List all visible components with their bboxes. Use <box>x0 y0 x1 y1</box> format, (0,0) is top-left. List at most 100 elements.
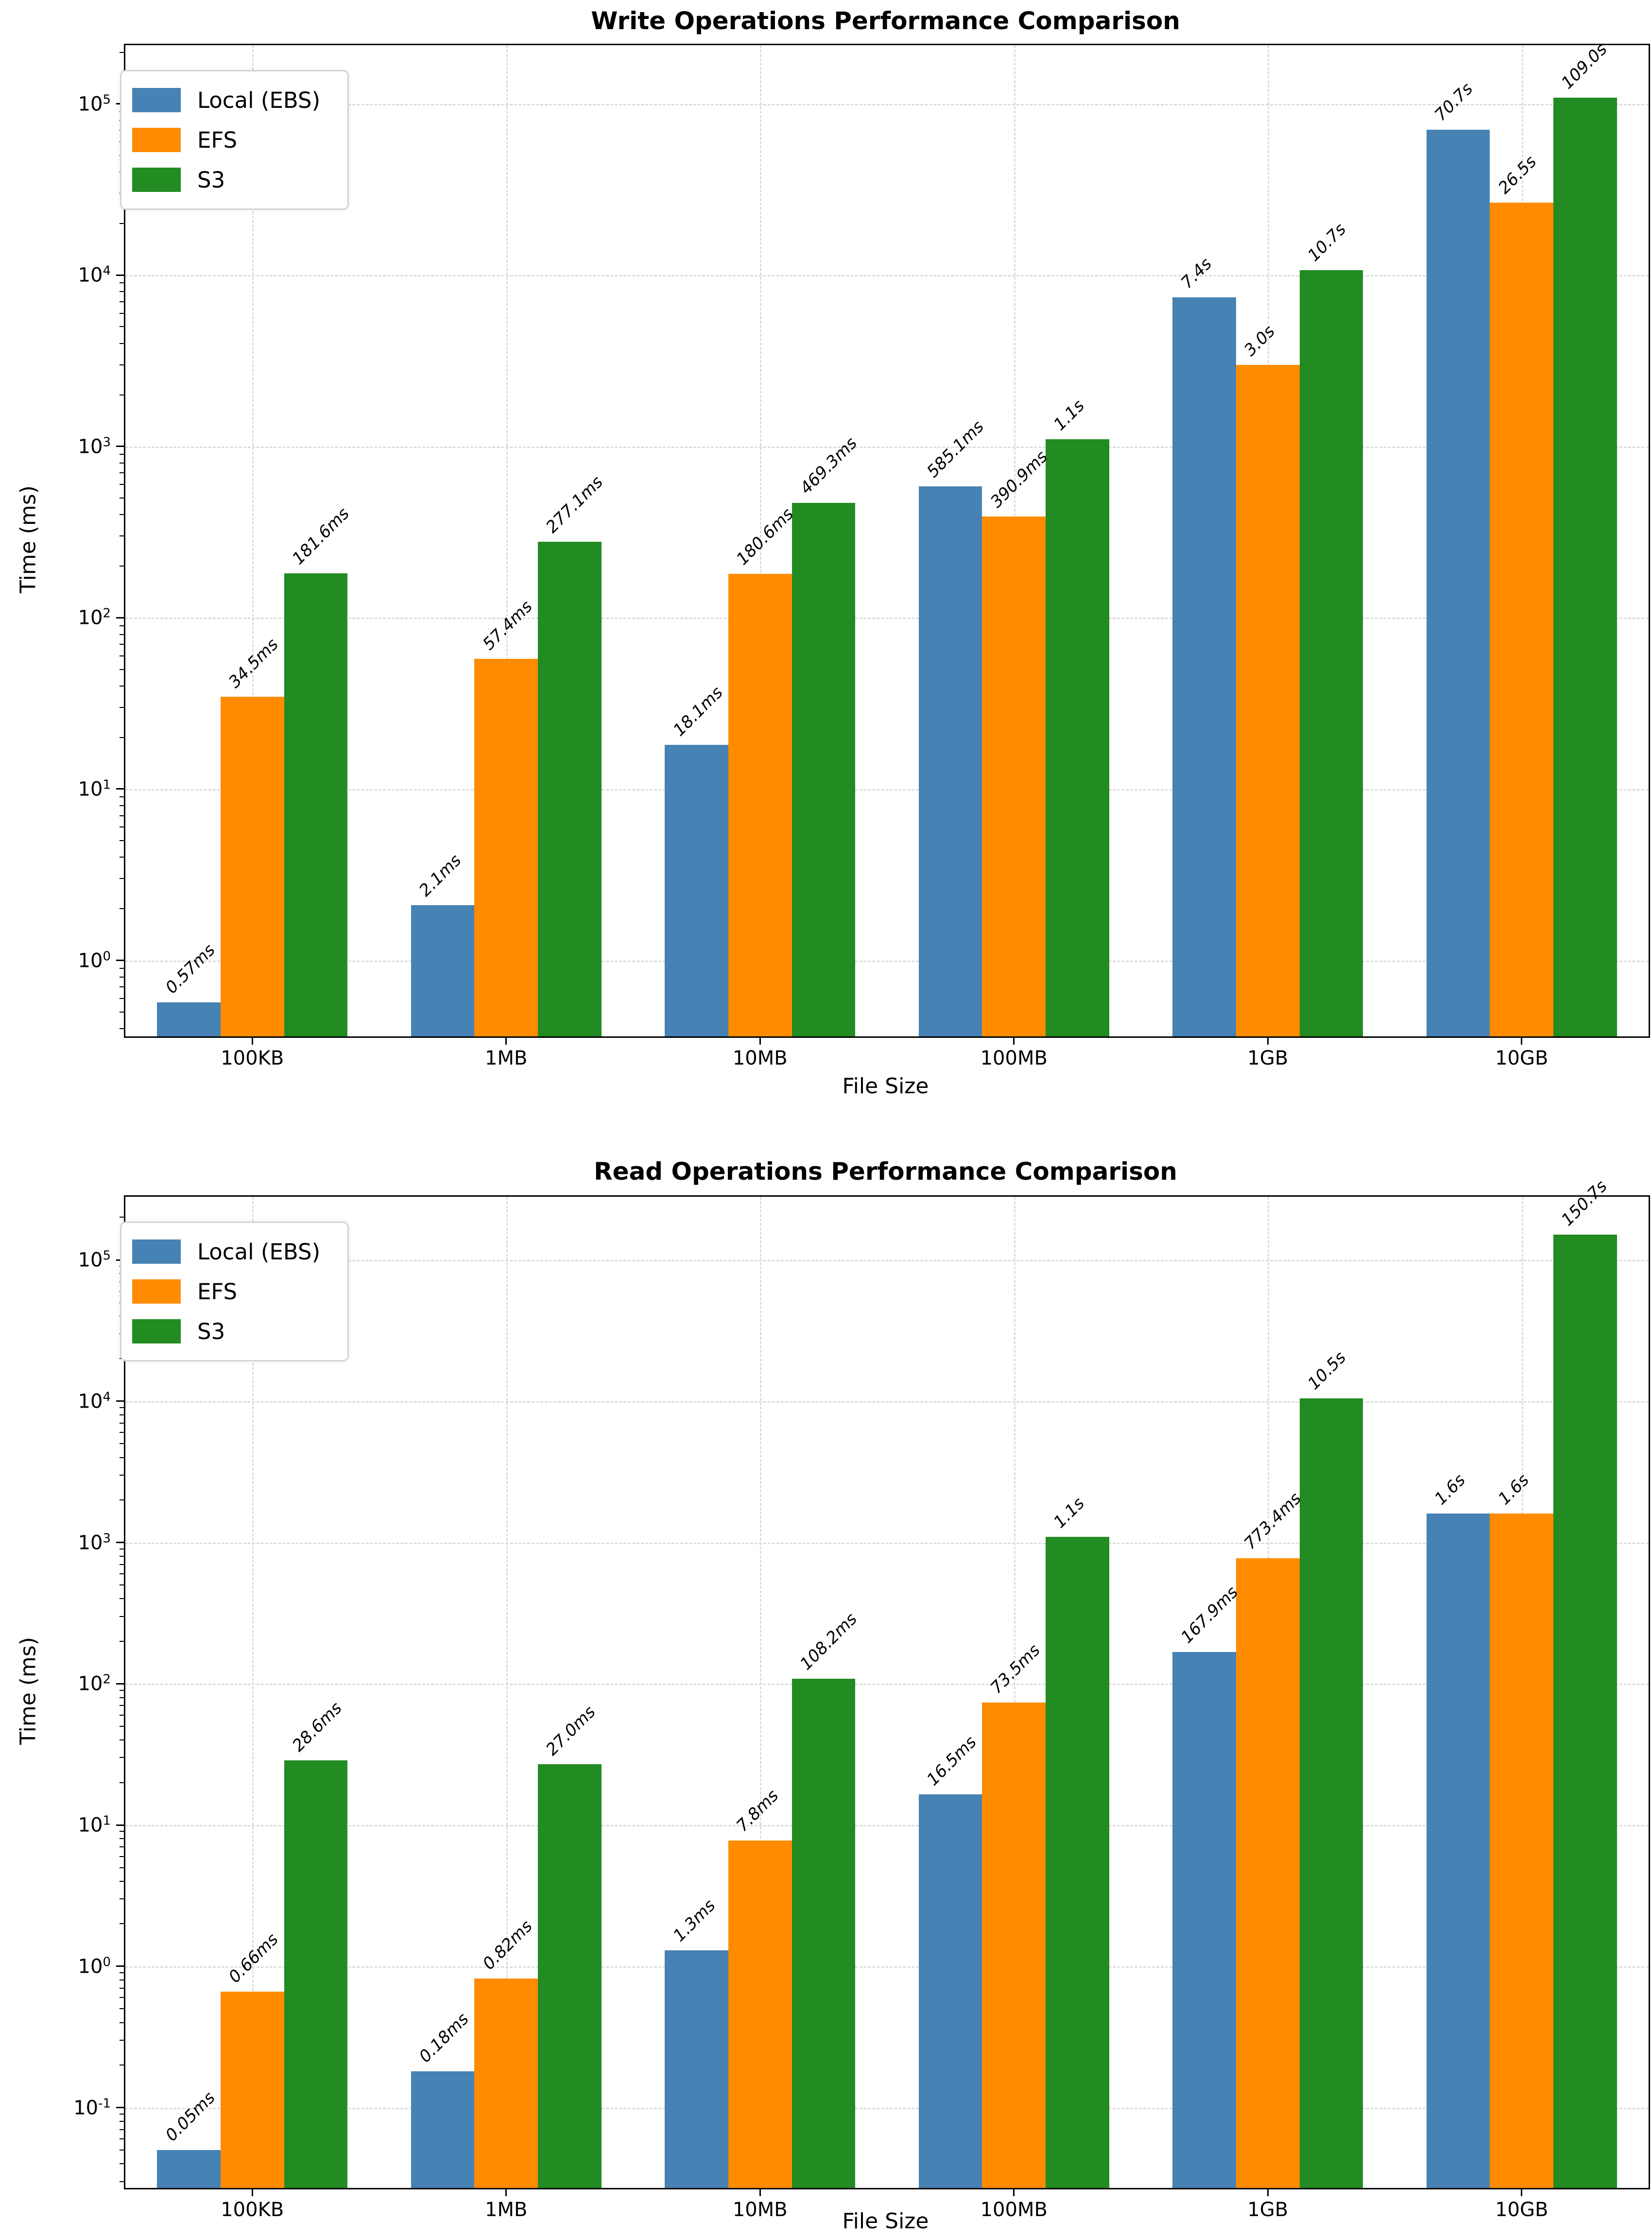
gridline-h <box>125 1260 1649 1262</box>
y-minor-tick <box>120 2022 124 2023</box>
x-tick-label: 1MB <box>485 2199 528 2221</box>
bar-value-label: 7.4s <box>1177 254 1216 293</box>
y-minor-tick <box>120 1474 124 1476</box>
y-tick-label: 101 <box>78 777 111 801</box>
x-tick-label: 1GB <box>1247 1047 1289 1069</box>
y-minor-tick <box>120 706 124 708</box>
y-minor-tick <box>120 1782 124 1783</box>
bar-value-label: 26.5s <box>1494 152 1540 198</box>
y-minor-tick <box>120 343 124 344</box>
y-minor-tick <box>120 463 124 464</box>
bar-local-ebs- <box>1426 1514 1490 2188</box>
bar-value-label: 0.18ms <box>415 2009 473 2067</box>
bar-value-label: 0.05ms <box>161 2088 219 2146</box>
x-major-tick <box>1521 1038 1523 1045</box>
x-major-tick <box>1521 2189 1523 2196</box>
bar-efs <box>220 697 284 1036</box>
y-minor-tick <box>120 1443 124 1445</box>
y-minor-tick <box>120 394 124 396</box>
y-major-tick <box>116 446 124 447</box>
gridline-v <box>760 45 762 1036</box>
x-tick-label: 100KB <box>221 1047 284 1069</box>
y-minor-tick <box>120 1856 124 1857</box>
y-major-tick <box>116 1400 124 1402</box>
read-legend: Local (EBS) EFS S3 <box>120 1222 349 1361</box>
x-tick-label: 100KB <box>221 2199 284 2221</box>
legend-swatch-efs <box>132 1279 181 1304</box>
gridline-h <box>125 960 1649 962</box>
y-tick-label: 104 <box>78 263 111 287</box>
y-minor-tick <box>120 514 124 516</box>
y-minor-tick <box>120 1499 124 1501</box>
legend-item: EFS <box>132 1272 320 1311</box>
y-minor-tick <box>120 1923 124 1925</box>
y-minor-tick <box>120 301 124 302</box>
x-tick-label: 100MB <box>980 2199 1048 2221</box>
legend-label: S3 <box>197 167 225 193</box>
write-y-axis-label: Time (ms) <box>16 485 41 593</box>
legend-item: Local (EBS) <box>132 1232 320 1272</box>
bar-s3 <box>538 542 602 1036</box>
y-minor-tick <box>120 1457 124 1458</box>
y-minor-tick <box>120 1573 124 1575</box>
y-minor-tick <box>120 1714 124 1716</box>
y-minor-tick <box>120 484 124 485</box>
y-minor-tick <box>120 1689 124 1691</box>
y-minor-tick <box>120 1422 124 1424</box>
bar-local-ebs- <box>157 1002 221 1036</box>
y-minor-tick <box>120 1987 124 1989</box>
bar-s3 <box>1299 1398 1363 2188</box>
bar-local-ebs- <box>1426 129 1490 1036</box>
y-minor-tick <box>120 1880 124 1882</box>
y-tick-label: 105 <box>78 1248 111 1272</box>
y-minor-tick <box>120 815 124 816</box>
y-minor-tick <box>120 826 124 828</box>
y-minor-tick <box>120 1831 124 1832</box>
y-minor-tick <box>120 986 124 988</box>
y-minor-tick <box>120 908 124 910</box>
gridline-h <box>125 2107 1649 2109</box>
y-minor-tick <box>120 535 124 537</box>
gridline-v <box>506 45 508 1036</box>
legend-item: S3 <box>132 160 320 200</box>
gridline-h <box>125 1401 1649 1403</box>
bar-value-label: 3.0s <box>1240 321 1279 360</box>
bar-value-label: 109.0s <box>1558 39 1611 93</box>
y-minor-tick <box>120 2181 124 2182</box>
bar-local-ebs- <box>918 1794 982 2188</box>
bar-value-label: 1.6s <box>1430 1470 1470 1509</box>
bar-s3 <box>792 1679 856 2188</box>
bar-value-label: 18.1ms <box>669 683 727 740</box>
bar-efs <box>1236 1558 1300 2188</box>
y-tick-label: 10-1 <box>73 2096 111 2119</box>
bar-s3 <box>1046 439 1109 1036</box>
x-major-tick <box>251 1038 253 1045</box>
y-minor-tick <box>120 1757 124 1758</box>
gridline-h <box>125 446 1649 448</box>
x-tick-label: 10GB <box>1495 1047 1549 1069</box>
y-minor-tick <box>120 2150 124 2151</box>
y-minor-tick <box>120 1616 124 1617</box>
y-major-tick <box>116 960 124 962</box>
bar-value-label: 181.6ms <box>288 504 353 569</box>
bar-value-label: 10.5s <box>1304 1347 1350 1394</box>
legend-item: EFS <box>132 120 320 160</box>
y-tick-label: 100 <box>78 1955 111 1978</box>
bar-value-label: 108.2ms <box>796 1609 861 1674</box>
y-minor-tick <box>120 967 124 969</box>
bar-value-label: 16.5ms <box>923 1732 981 1790</box>
legend-label: EFS <box>197 1278 238 1305</box>
y-major-tick <box>116 1965 124 1967</box>
y-minor-tick <box>120 669 124 670</box>
bar-efs <box>1236 364 1300 1036</box>
y-minor-tick <box>120 737 124 738</box>
bar-efs <box>728 573 792 1036</box>
legend-label: Local (EBS) <box>197 1239 321 1265</box>
y-minor-tick <box>120 1997 124 1998</box>
y-minor-tick <box>120 2138 124 2140</box>
y-minor-tick <box>120 1432 124 1433</box>
x-major-tick <box>1267 2189 1269 2196</box>
y-minor-tick <box>120 2008 124 2010</box>
bar-value-label: 277.1ms <box>542 472 607 537</box>
